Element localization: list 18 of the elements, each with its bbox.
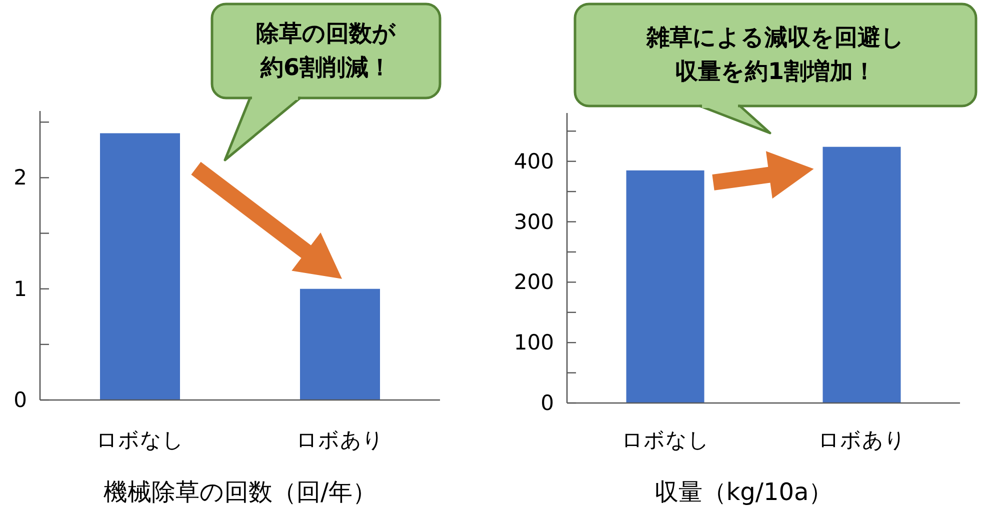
y-tick-label: 0 (14, 388, 27, 412)
x-tick-label: ロボあり (296, 428, 384, 452)
y-tick-label: 100 (514, 330, 554, 355)
y-tick-label: 200 (514, 270, 554, 294)
y-tick-label: 400 (514, 149, 554, 174)
text: 除草の回数が (256, 21, 396, 47)
x-tick-label: ロボなし (96, 428, 184, 452)
y-tick-label: 300 (514, 210, 554, 234)
text: 収量を約1割増加！ (674, 58, 876, 85)
y-tick-label: 0 (540, 391, 554, 415)
text: 約6割削減！ (259, 55, 392, 81)
x-axis-title: 機械除草の回数（回/年） (103, 478, 377, 506)
text: 雑草による減収を回避し (646, 25, 904, 51)
x-tick-label: ロボなし (621, 428, 710, 452)
y-tick-label: 1 (14, 276, 27, 301)
y-tick-label: 2 (14, 166, 27, 190)
x-tick-label: ロボあり (818, 428, 906, 452)
x-axis-title: 収量（kg/10a） (654, 478, 833, 506)
